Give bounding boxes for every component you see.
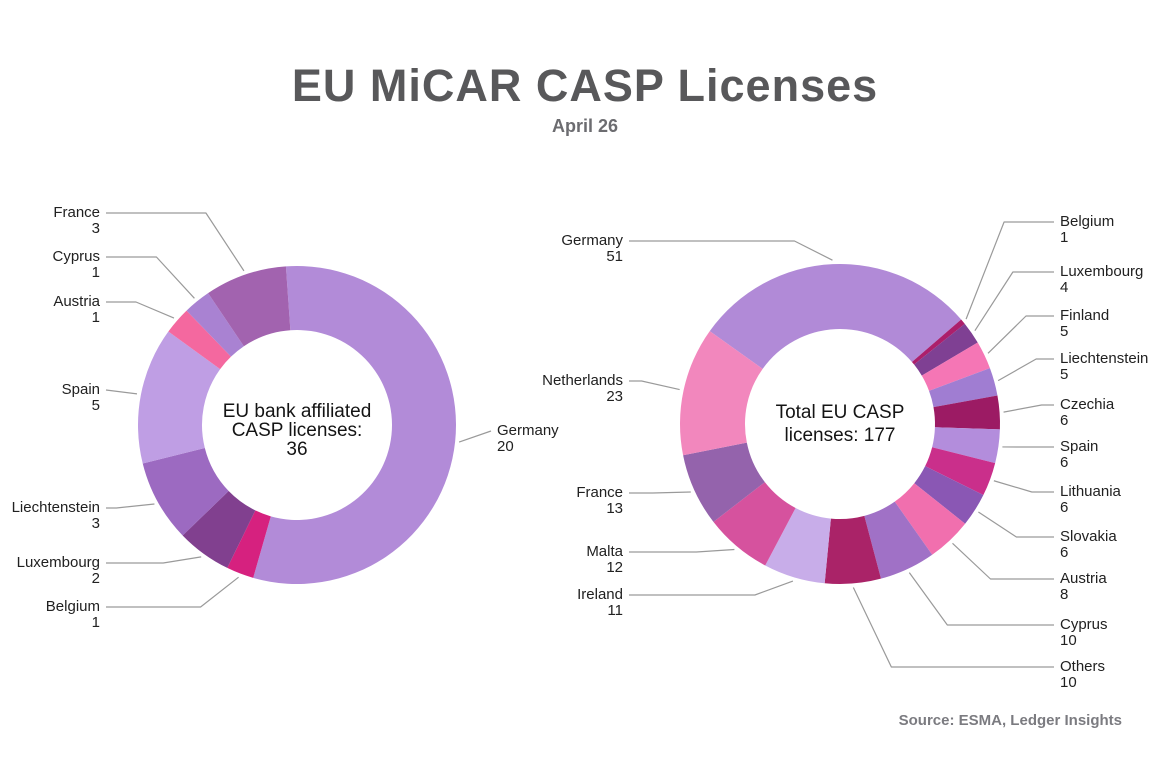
leader-total-casp-lithuania bbox=[993, 480, 1054, 493]
leader-total-casp-slovakia bbox=[978, 511, 1054, 538]
leader-bank-affiliated-casp-belgium bbox=[106, 576, 239, 608]
leader-total-casp-austria bbox=[952, 542, 1054, 580]
slice-bank-affiliated-casp-austria bbox=[168, 310, 232, 370]
leader-bank-affiliated-casp-cyprus bbox=[106, 256, 195, 299]
slice-total-casp-netherlands bbox=[680, 331, 763, 456]
leader-total-casp-belgium bbox=[965, 221, 1054, 320]
leader-total-casp-malta bbox=[629, 548, 735, 553]
label-bank-affiliated-casp-luxembourg: Luxembourg 2 bbox=[16, 554, 100, 587]
label-total-casp-austria: Austria 8 bbox=[1060, 570, 1107, 603]
label-total-casp-lithuania: Lithuania 6 bbox=[1060, 483, 1121, 516]
slice-bank-affiliated-casp-france bbox=[208, 266, 291, 347]
slice-total-casp-others bbox=[824, 515, 881, 584]
slice-total-casp-belgium bbox=[911, 319, 965, 365]
slice-total-casp-spain bbox=[932, 427, 1000, 464]
label-total-casp-belgium: Belgium 1 bbox=[1060, 213, 1115, 246]
label-total-casp-cyprus: Cyprus 10 bbox=[1060, 616, 1108, 649]
slice-total-casp-germany bbox=[709, 264, 962, 369]
label-total-casp-spain: Spain 6 bbox=[1060, 438, 1099, 471]
label-total-casp-germany: Germany 51 bbox=[561, 232, 623, 265]
slice-total-casp-malta bbox=[713, 482, 796, 566]
label-bank-affiliated-casp-france: France 3 bbox=[53, 204, 100, 237]
label-bank-affiliated-casp-cyprus: Cyprus 1 bbox=[52, 248, 100, 281]
slice-bank-affiliated-casp-liechtenstein bbox=[142, 447, 229, 536]
leader-total-casp-netherlands bbox=[629, 380, 680, 391]
leader-total-casp-france bbox=[629, 491, 691, 494]
label-total-casp-slovakia: Slovakia 6 bbox=[1060, 528, 1117, 561]
label-total-casp-netherlands: Netherlands 23 bbox=[542, 372, 623, 405]
source-credit: Source: ESMA, Ledger Insights bbox=[898, 712, 1122, 729]
slice-bank-affiliated-casp-cyprus bbox=[186, 293, 244, 357]
leader-total-casp-luxembourg bbox=[974, 271, 1054, 332]
slice-total-casp-lithuania bbox=[925, 447, 996, 496]
label-bank-affiliated-casp-austria: Austria 1 bbox=[53, 293, 100, 326]
leader-total-casp-others bbox=[852, 587, 1054, 668]
slice-total-casp-finland bbox=[921, 342, 990, 391]
label-total-casp-france: France 13 bbox=[576, 484, 623, 517]
leader-bank-affiliated-casp-austria bbox=[106, 301, 175, 319]
leader-total-casp-czechia bbox=[1003, 404, 1054, 413]
leader-total-casp-cyprus bbox=[908, 572, 1054, 626]
label-total-casp-finland: Finland 5 bbox=[1060, 307, 1110, 340]
slice-total-casp-austria bbox=[894, 483, 966, 555]
slice-total-casp-slovakia bbox=[914, 466, 984, 524]
leader-bank-affiliated-casp-liechtenstein bbox=[106, 503, 155, 509]
slice-total-casp-czechia bbox=[933, 395, 1000, 430]
leader-bank-affiliated-casp-france bbox=[106, 212, 245, 272]
label-total-casp-czechia: Czechia 6 bbox=[1060, 396, 1115, 429]
center-label-total-casp: Total EU CASP licenses: 177 bbox=[775, 402, 905, 446]
leader-total-casp-germany bbox=[629, 240, 833, 261]
label-total-casp-liechtenstein: Liechtenstein 5 bbox=[1060, 350, 1149, 383]
slice-total-casp-ireland bbox=[765, 507, 831, 584]
leader-bank-affiliated-casp-luxembourg bbox=[106, 556, 202, 564]
slice-total-casp-cyprus bbox=[864, 501, 933, 579]
slice-total-casp-france bbox=[683, 442, 765, 522]
leader-bank-affiliated-casp-spain bbox=[105, 389, 138, 395]
center-label-bank-affiliated-casp: EU bank affiliated CASP licenses: 36 bbox=[222, 401, 372, 460]
label-total-casp-malta: Malta 12 bbox=[586, 543, 623, 576]
page-title: EU MiCAR CASP Licenses bbox=[291, 60, 879, 111]
slice-bank-affiliated-casp-spain bbox=[138, 331, 221, 464]
leader-total-casp-ireland bbox=[629, 580, 794, 596]
slice-total-casp-liechtenstein bbox=[929, 368, 998, 408]
leader-total-casp-liechtenstein bbox=[997, 358, 1054, 382]
leader-bank-affiliated-casp-germany bbox=[458, 430, 492, 443]
label-bank-affiliated-casp-spain: Spain 5 bbox=[61, 381, 100, 414]
slice-bank-affiliated-casp-belgium bbox=[227, 510, 271, 578]
slice-bank-affiliated-casp-germany bbox=[253, 266, 456, 584]
label-bank-affiliated-casp-belgium: Belgium 1 bbox=[45, 598, 100, 631]
label-total-casp-luxembourg: Luxembourg 4 bbox=[1060, 263, 1144, 296]
slice-total-casp-luxembourg bbox=[914, 323, 978, 376]
label-bank-affiliated-casp-germany: Germany 20 bbox=[497, 422, 559, 455]
label-total-casp-ireland: Ireland 11 bbox=[577, 586, 623, 619]
slice-bank-affiliated-casp-luxembourg bbox=[182, 490, 256, 568]
label-bank-affiliated-casp-liechtenstein: Liechtenstein 3 bbox=[11, 499, 100, 532]
page-subtitle: April 26 bbox=[551, 116, 619, 136]
leader-total-casp-finland bbox=[987, 315, 1054, 354]
label-total-casp-others: Others 10 bbox=[1060, 658, 1106, 691]
